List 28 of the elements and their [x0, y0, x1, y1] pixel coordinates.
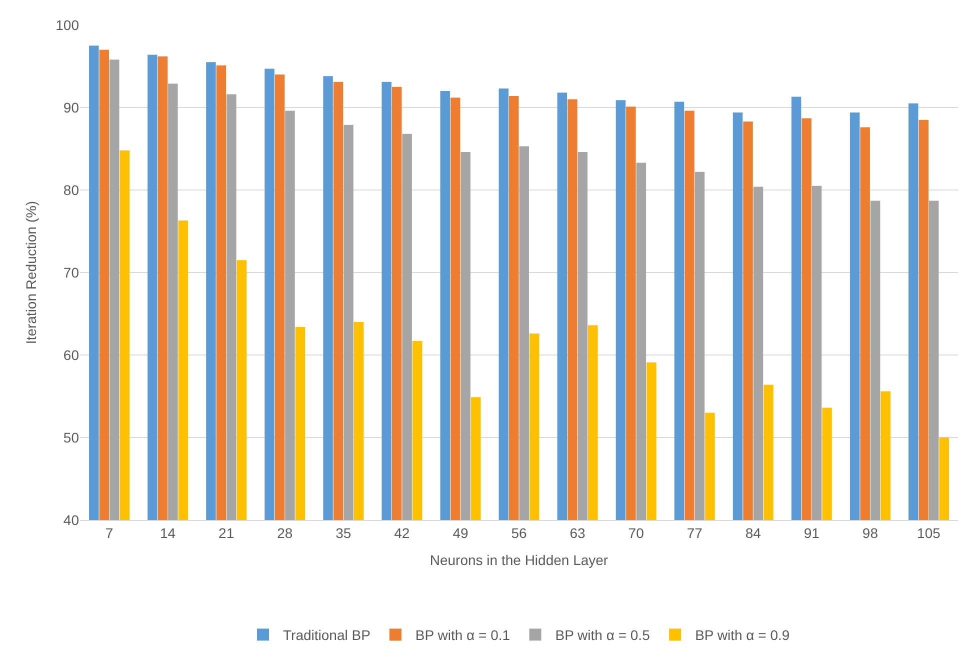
- x-tick-label: 21: [218, 524, 234, 541]
- x-tick-label: 77: [686, 524, 703, 541]
- x-tick-label: 7: [105, 524, 114, 541]
- legend-label: BP with α = 0.9: [695, 627, 790, 644]
- x-tick-label: 84: [745, 524, 762, 541]
- y-tick-label: 70: [63, 264, 80, 280]
- legend-label: BP with α = 0.1: [415, 627, 510, 644]
- x-tick-label: 56: [511, 524, 527, 541]
- x-tick-label: 98: [862, 524, 878, 541]
- x-tick-label: 70: [628, 524, 644, 541]
- y-tick-label: 40: [63, 512, 80, 528]
- x-axis-title: Neurons in the Hidden Layer: [430, 552, 608, 568]
- y-tick-label: 80: [63, 182, 80, 198]
- y-tick-label: 90: [63, 99, 80, 116]
- y-axis-title: Iteration Reduction (%): [23, 200, 40, 344]
- y-tick-label: 50: [63, 429, 80, 446]
- legend-label: Traditional BP: [283, 627, 370, 644]
- x-tick-label: 42: [394, 524, 410, 541]
- x-tick-label: 14: [160, 524, 176, 541]
- x-tick-label: 105: [917, 524, 941, 541]
- x-tick-label: 28: [277, 524, 293, 541]
- x-tick-label: 63: [570, 524, 586, 541]
- y-tick-label: 100: [56, 16, 80, 33]
- y-tick-label: 60: [63, 346, 80, 363]
- legend-label: BP with α = 0.5: [555, 627, 650, 644]
- x-tick-label: 49: [452, 524, 468, 541]
- x-tick-label: 91: [804, 524, 820, 541]
- x-tick-label: 35: [336, 524, 352, 541]
